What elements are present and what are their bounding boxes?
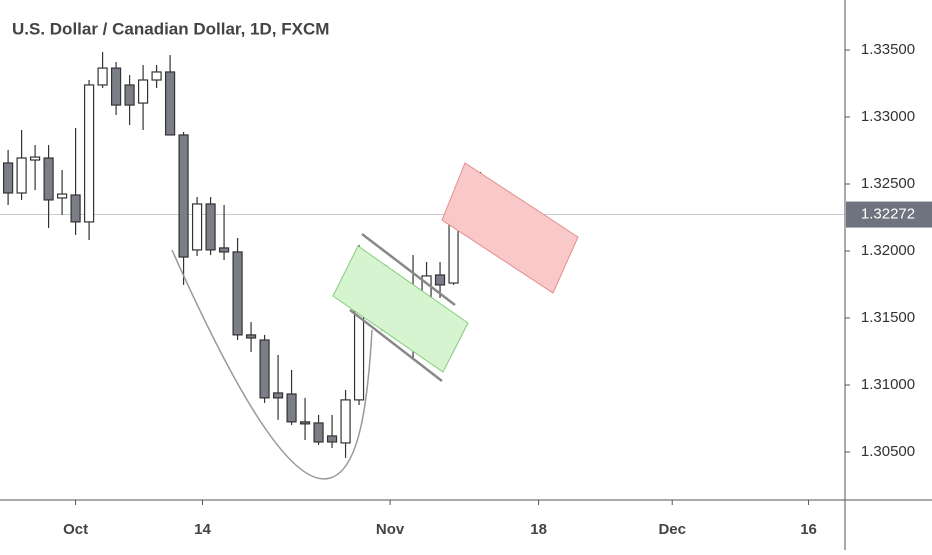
candle-body	[137, 79, 149, 104]
candle-body	[97, 67, 108, 86]
x-tick-label: Oct	[63, 521, 88, 538]
candle-body	[191, 203, 203, 251]
candle-body	[70, 194, 81, 223]
candle-body	[151, 71, 162, 81]
last-price-box	[846, 201, 932, 228]
flag-box	[332, 245, 469, 373]
candle-body	[434, 274, 446, 286]
candle-body	[29, 156, 41, 161]
y-tick-label: 1.31000	[861, 376, 915, 393]
candle-body	[313, 422, 324, 443]
cup-curve	[171, 249, 373, 480]
last-price-label: 1.32272	[861, 206, 915, 223]
x-tick-label: Nov	[376, 521, 405, 538]
x-tick-label: 14	[194, 521, 211, 538]
candle-body	[83, 84, 95, 223]
candle-body	[299, 421, 311, 425]
chart-title: U.S. Dollar / Canadian Dollar, 1D, FXCM	[12, 19, 329, 38]
candle-body	[43, 157, 54, 201]
y-tick-label: 1.31500	[861, 309, 915, 326]
candle-body	[178, 134, 189, 258]
candle-body	[110, 67, 122, 106]
x-tick-label: 16	[800, 521, 817, 538]
candle-body	[259, 339, 270, 399]
candle-body	[164, 71, 176, 136]
channel-line	[349, 309, 443, 382]
y-tick-label: 1.32500	[861, 175, 915, 192]
candle-body	[218, 247, 230, 253]
candle-body	[286, 393, 297, 423]
x-tick-label: Dec	[658, 521, 686, 538]
y-tick-label: 1.32000	[861, 242, 915, 259]
candle-body	[340, 399, 351, 444]
target-box	[441, 162, 579, 294]
candle-body	[245, 334, 257, 339]
candle-body	[56, 193, 68, 199]
candle-body	[326, 435, 338, 443]
candle-body	[232, 251, 243, 336]
candle-body	[124, 84, 135, 106]
candle-body	[205, 203, 216, 251]
drawings	[171, 162, 579, 480]
x-tick-label: 18	[530, 521, 547, 538]
candle-body	[16, 157, 27, 194]
candle-body	[2, 162, 14, 194]
y-tick-label: 1.33000	[861, 108, 915, 125]
channel-line	[361, 233, 456, 306]
y-tick-label: 1.30500	[861, 443, 915, 460]
candle-body	[272, 392, 284, 399]
y-tick-label: 1.33500	[861, 41, 915, 58]
